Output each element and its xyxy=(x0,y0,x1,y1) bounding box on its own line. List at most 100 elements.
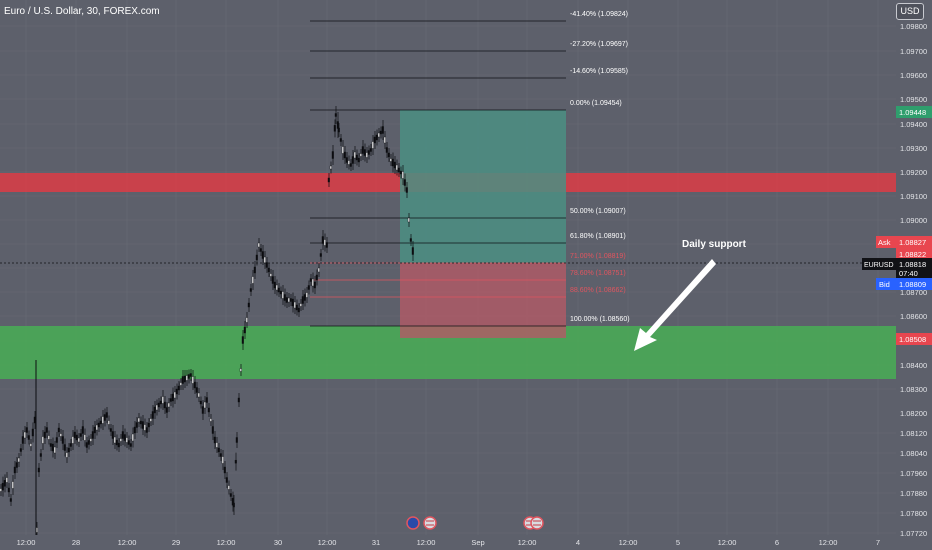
candle-body xyxy=(243,326,246,334)
candle-body xyxy=(203,401,206,409)
candle-body xyxy=(247,302,250,308)
candle-body xyxy=(323,239,326,246)
position-loss-box xyxy=(400,263,566,338)
us-flag-icon[interactable] xyxy=(530,516,544,530)
price-tick: 1.09000 xyxy=(900,216,927,225)
candle-body xyxy=(225,477,228,483)
position-profit-box xyxy=(400,110,566,263)
candle-body xyxy=(239,368,242,372)
candle-body xyxy=(135,422,138,428)
price-tick: 1.07880 xyxy=(900,489,927,498)
price-tick: 1.07960 xyxy=(900,469,927,478)
candle-body xyxy=(77,437,80,443)
candle-body xyxy=(395,164,398,171)
price-tick: 1.08040 xyxy=(900,449,927,458)
candle-body xyxy=(255,254,258,261)
candle-body xyxy=(115,439,118,446)
fib-level-label: 78.60% (1.08751) xyxy=(570,270,626,277)
candle-body xyxy=(391,158,394,167)
candle-body xyxy=(169,398,172,402)
candle-body xyxy=(163,401,166,409)
candle-body xyxy=(101,416,104,424)
candle-body xyxy=(71,436,74,444)
candle-body xyxy=(297,307,300,313)
candle-body xyxy=(201,406,204,414)
price-tick: 1.08400 xyxy=(900,361,927,370)
price-axis: 1.09800 1.09700 1.09600 1.09500 1.09400 1.093… xyxy=(862,0,932,550)
candle-body xyxy=(69,443,72,447)
candle-body xyxy=(177,385,180,391)
candle-body xyxy=(139,420,142,425)
price-tick: 1.09500 xyxy=(900,95,927,104)
candle-body xyxy=(157,402,160,408)
candle-body xyxy=(295,304,298,311)
candle-body xyxy=(97,422,100,428)
candle-body xyxy=(209,418,212,422)
candle-body xyxy=(315,274,318,281)
time-tick: 29 xyxy=(172,538,180,547)
candle-body xyxy=(45,427,48,433)
candle-body xyxy=(7,487,10,493)
candle-body xyxy=(193,381,196,389)
candle-body xyxy=(409,238,412,242)
candle-body xyxy=(147,422,150,428)
candle-body xyxy=(197,392,200,398)
candle-body xyxy=(305,292,308,298)
arrow-annotation[interactable] xyxy=(634,259,716,351)
candle-body xyxy=(365,152,368,158)
daily-support-label[interactable]: Daily support xyxy=(682,239,746,250)
candle-body xyxy=(113,436,116,444)
candle-body xyxy=(383,136,386,144)
candle-body xyxy=(95,424,98,431)
currency-button[interactable]: USD xyxy=(896,3,924,20)
candle-body xyxy=(387,152,390,158)
candle-body xyxy=(151,411,154,419)
candle-body xyxy=(211,426,214,434)
candle-body xyxy=(261,251,264,259)
price-tick: 1.08300 xyxy=(900,385,927,394)
fib-level-label: 61.80% (1.08901) xyxy=(570,233,626,240)
candle-body xyxy=(397,167,400,173)
candle-body xyxy=(91,431,94,439)
candle-body xyxy=(27,435,30,440)
candle-body xyxy=(227,485,230,490)
candle-body xyxy=(159,400,162,405)
candle-body xyxy=(93,426,96,434)
fib-level-label: 0.00% (1.09454) xyxy=(570,100,622,107)
candle-body xyxy=(63,444,66,451)
candle-body xyxy=(265,262,268,268)
candle-body xyxy=(271,276,274,284)
candle-body xyxy=(195,387,198,393)
us-flag-icon[interactable] xyxy=(423,516,437,530)
candle-body xyxy=(99,420,102,425)
eu-flag-icon[interactable] xyxy=(406,516,420,530)
candle-body xyxy=(289,298,292,302)
price-tick: 1.08600 xyxy=(900,312,927,321)
candle-body xyxy=(215,442,218,448)
candle-body xyxy=(353,151,356,159)
candle-body xyxy=(47,435,50,440)
price-tick: 1.09200 xyxy=(900,168,927,177)
time-tick: 12:00 xyxy=(819,538,838,547)
candle-body xyxy=(9,498,12,502)
price-tick: 1.08700 xyxy=(900,288,927,297)
candle-body xyxy=(123,434,126,441)
candle-body xyxy=(15,462,18,468)
candle-body xyxy=(175,388,178,395)
candle-body xyxy=(181,376,184,384)
candle-body xyxy=(373,136,376,144)
time-tick: 12:00 xyxy=(217,538,236,547)
candle-body xyxy=(263,256,266,264)
time-tick: 12:00 xyxy=(318,538,337,547)
price-tick: 1.09300 xyxy=(900,144,927,153)
candle-body xyxy=(249,288,252,292)
candle-body xyxy=(232,502,235,508)
candle-body xyxy=(367,150,370,155)
price-tick: 1.09100 xyxy=(900,192,927,201)
candle-body xyxy=(321,236,324,244)
fib-level-label: 50.00% (1.09007) xyxy=(570,208,626,215)
candle-body xyxy=(119,438,122,442)
candle-body xyxy=(281,291,284,299)
